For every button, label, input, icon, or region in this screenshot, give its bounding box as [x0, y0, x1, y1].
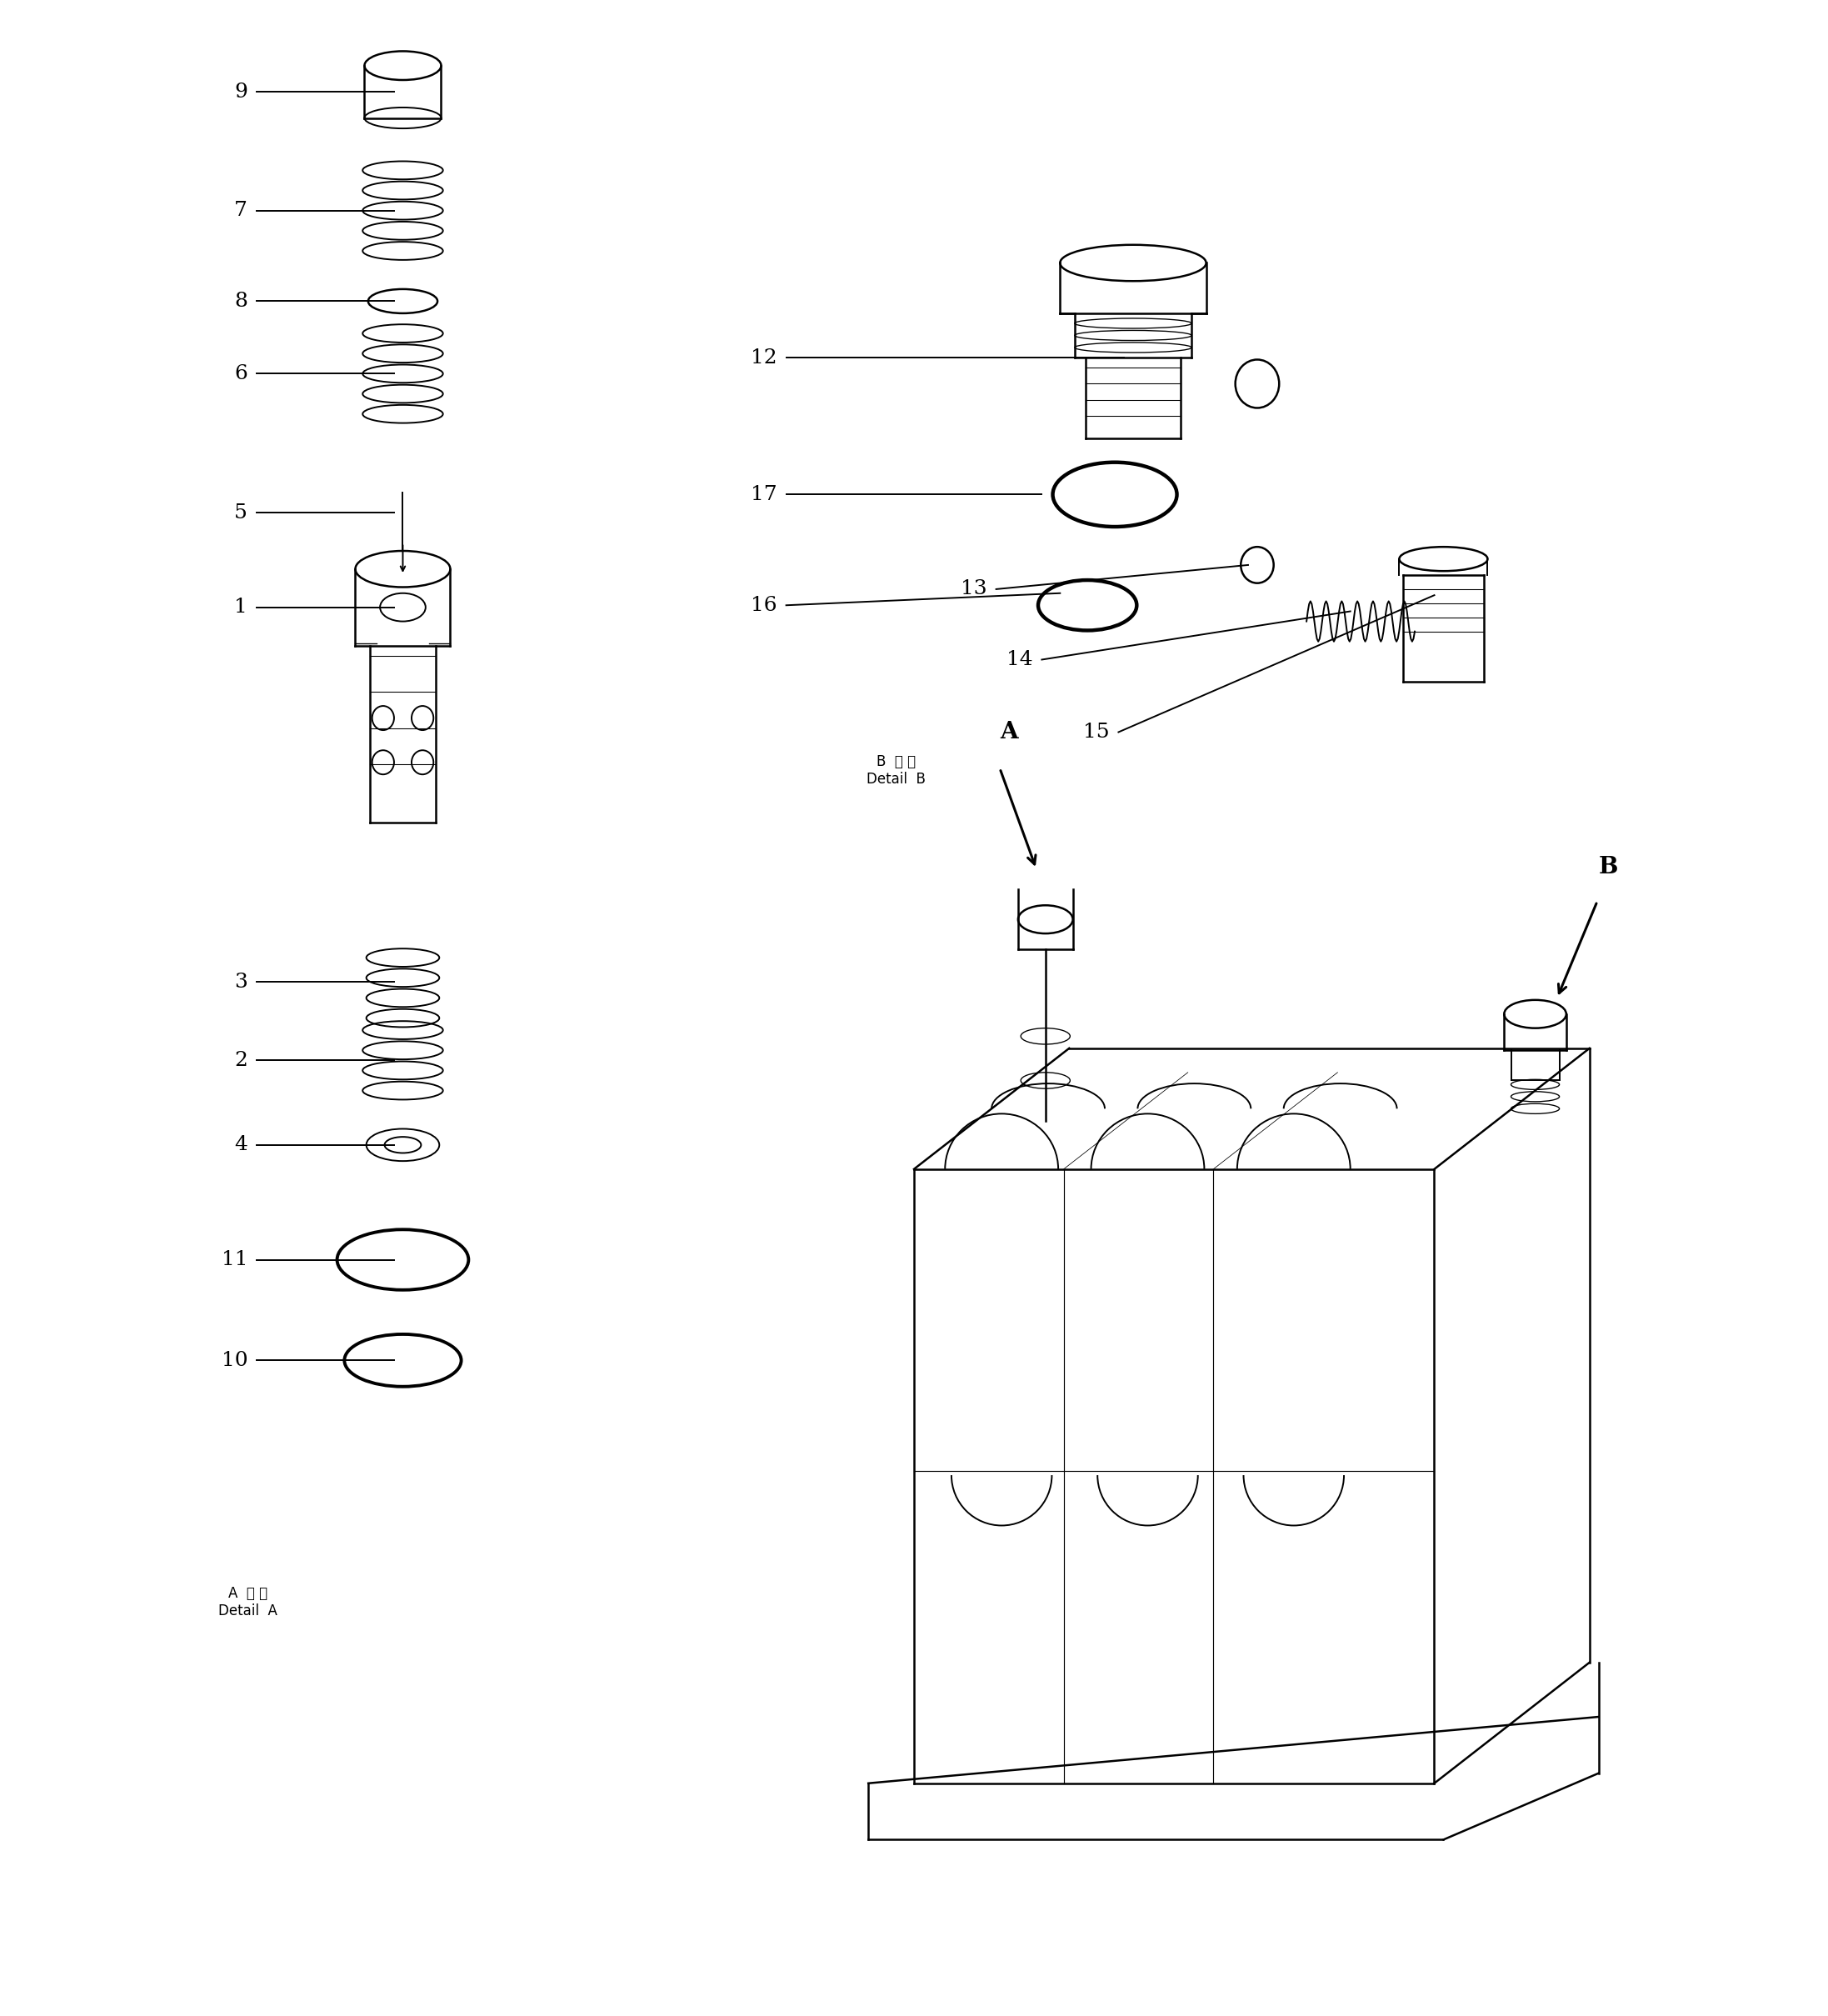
- Text: 3: 3: [234, 972, 247, 992]
- Text: 9: 9: [234, 83, 247, 101]
- Text: A: A: [1000, 722, 1018, 744]
- Text: 8: 8: [234, 292, 247, 310]
- Text: 1: 1: [234, 597, 247, 617]
- Text: 15: 15: [1082, 722, 1110, 742]
- Text: A  詳 細
Detail  A: A 詳 細 Detail A: [218, 1587, 278, 1619]
- Text: 14: 14: [1007, 649, 1033, 669]
- Text: B: B: [1598, 855, 1618, 879]
- Text: 16: 16: [751, 595, 777, 615]
- Text: 17: 17: [751, 486, 777, 504]
- Text: 10: 10: [221, 1351, 247, 1371]
- Text: 4: 4: [234, 1135, 247, 1155]
- Text: 5: 5: [234, 504, 247, 522]
- Text: 13: 13: [962, 579, 987, 599]
- Text: 12: 12: [751, 349, 777, 367]
- Text: B  詳 細
Detail  B: B 詳 細 Detail B: [866, 754, 925, 786]
- Text: 6: 6: [234, 365, 247, 383]
- Text: 7: 7: [234, 202, 247, 220]
- Text: 11: 11: [221, 1250, 247, 1270]
- Text: 2: 2: [234, 1050, 247, 1070]
